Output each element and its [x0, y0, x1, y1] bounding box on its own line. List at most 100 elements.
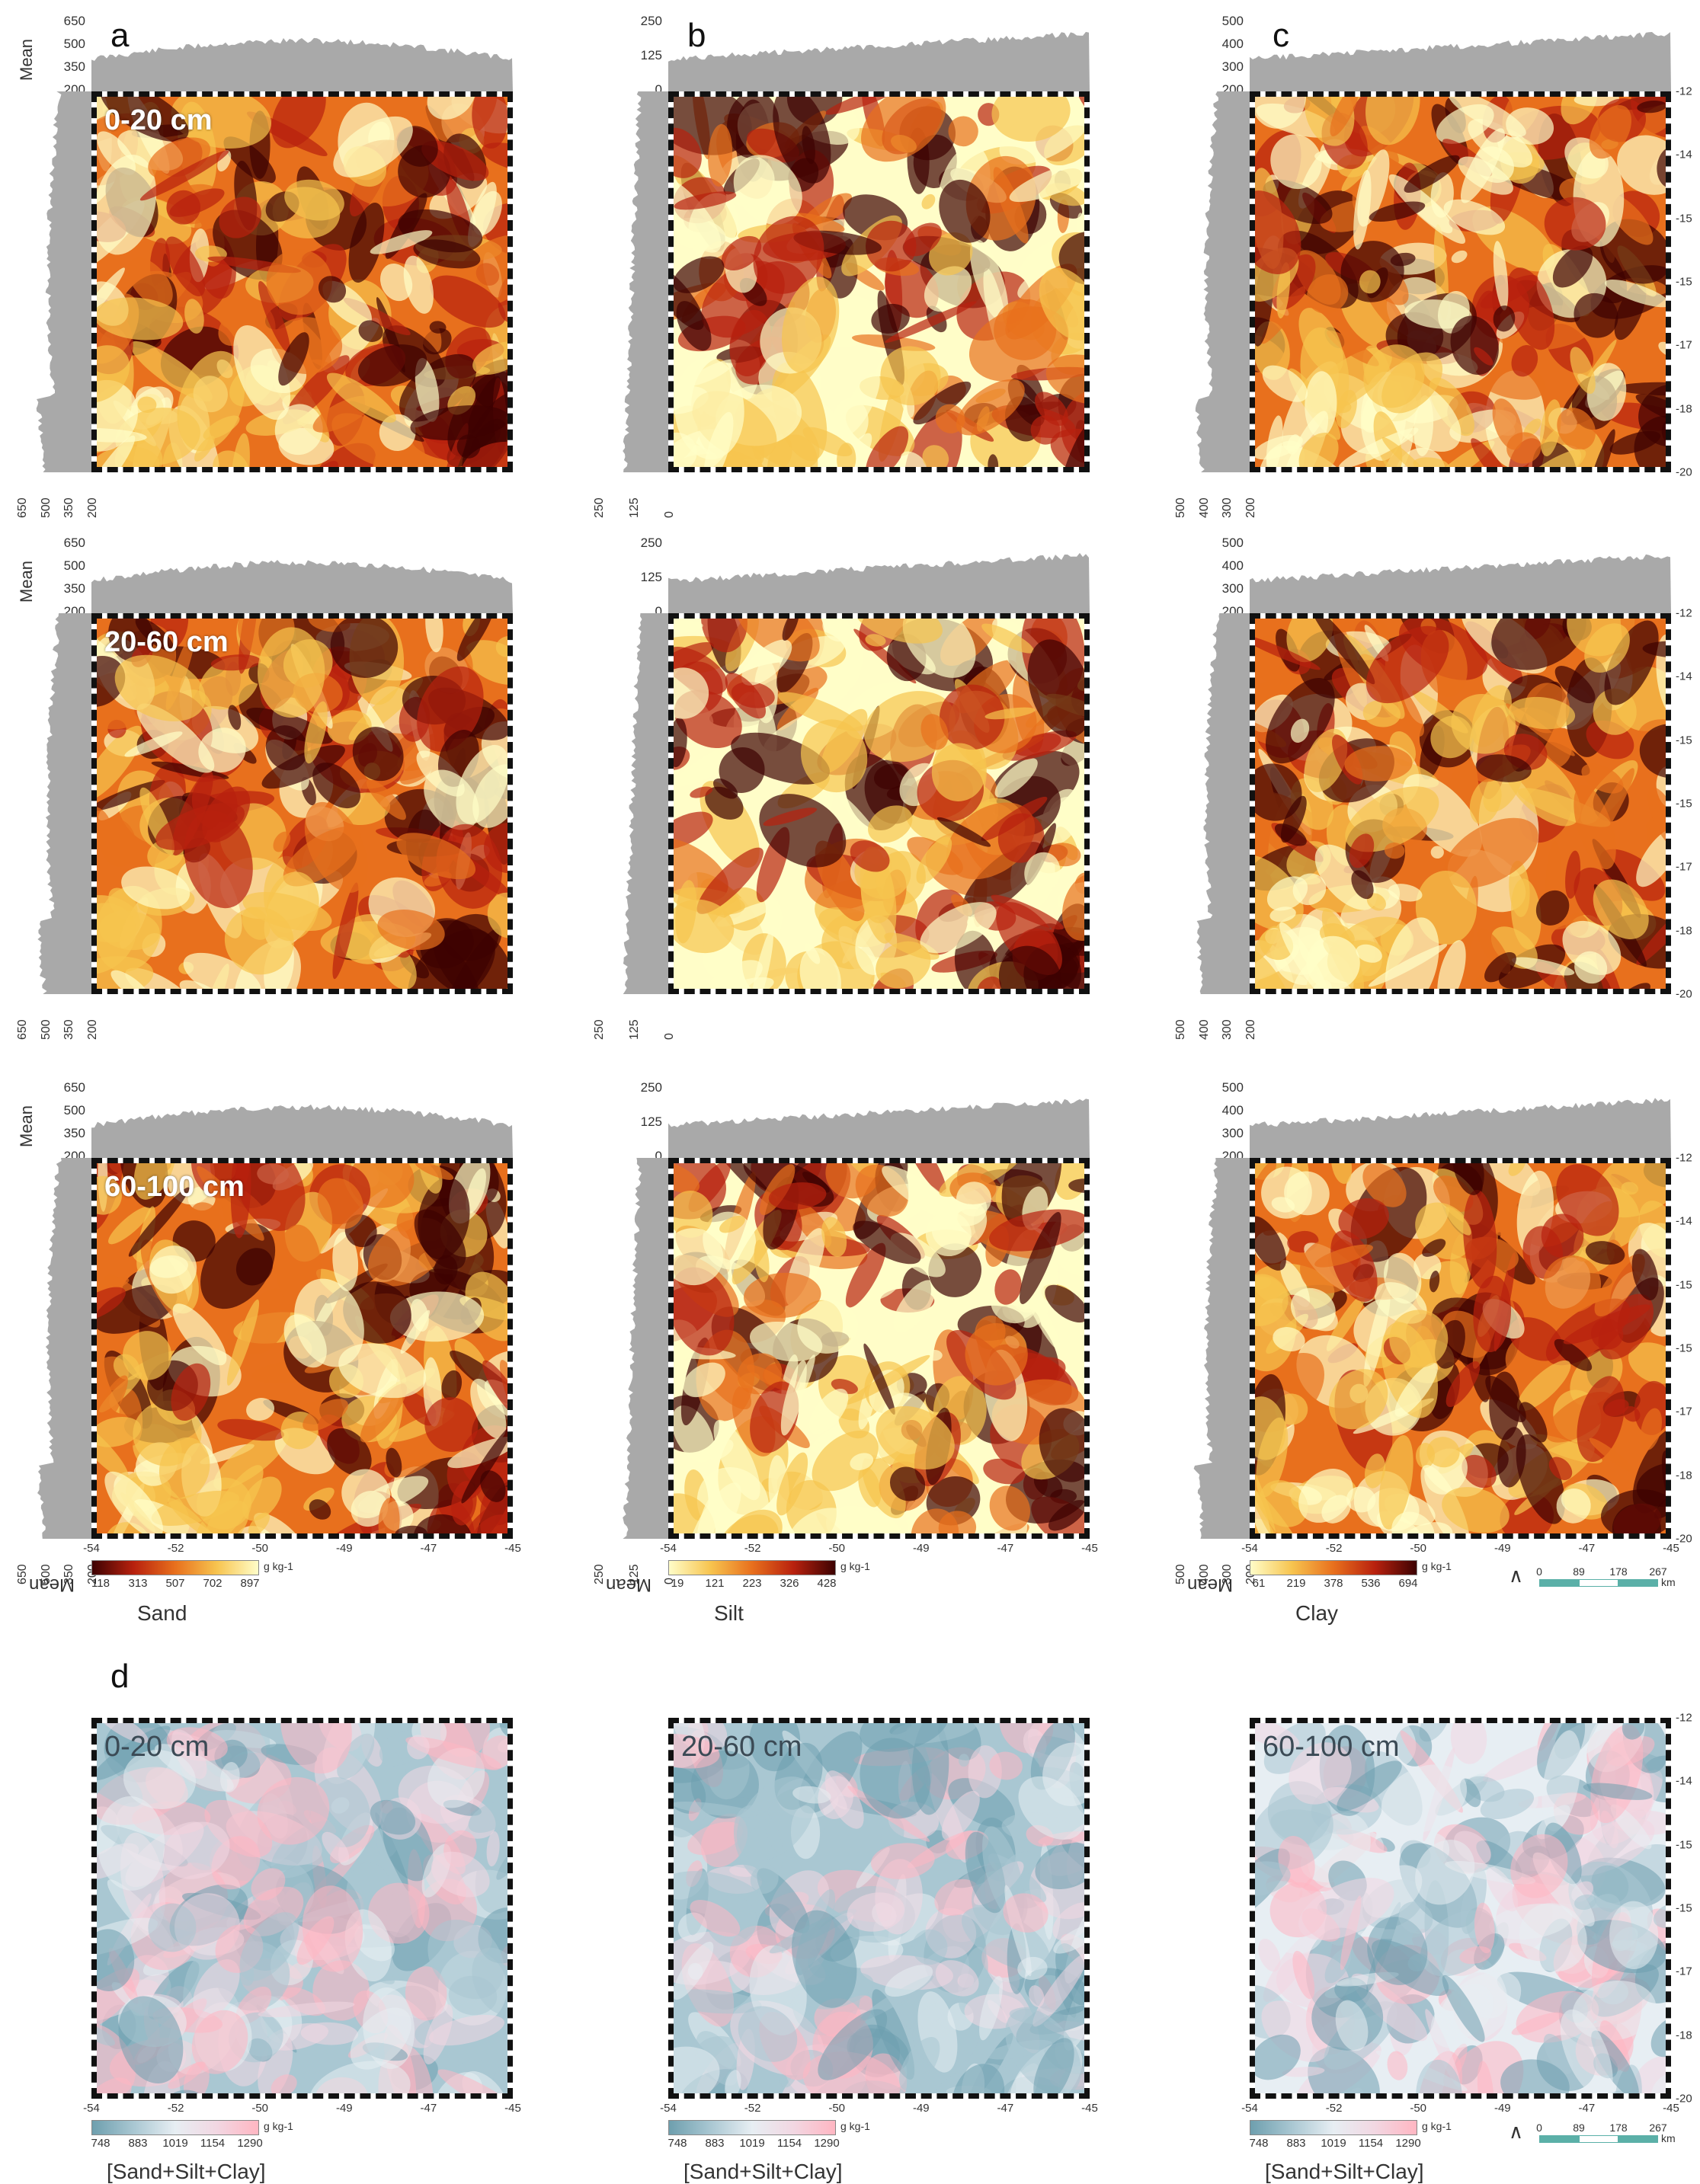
panel-letter-c: c	[1273, 17, 1289, 54]
axis-tick-label: 200	[86, 1019, 99, 1040]
axis-tick-label: 250	[593, 1564, 606, 1584]
lat-tick-label: -18	[1676, 2029, 1692, 2042]
lat-axis-2: -12 -14 -15 -15 -17 -18 -20	[1676, 1152, 1700, 1546]
lon-tick-label: -52	[167, 2102, 184, 2115]
legend-colorbar	[1250, 2120, 1417, 2135]
lat-tick-label: -18	[1676, 402, 1692, 416]
mean-axis-top-a-0: 650 500 350 200	[46, 14, 85, 97]
axis-tick-label: 500	[1174, 497, 1187, 518]
lon-tick-label: -54	[660, 2102, 677, 2115]
lat-tick-label: -12	[1676, 1711, 1692, 1725]
scalebar-ticks: 0 89 178 267	[1536, 2122, 1667, 2135]
legend-tick-label: 219	[1286, 1577, 1306, 1590]
scalebar-tick-label: 178	[1609, 1565, 1628, 1578]
scalebar-segment	[1618, 1579, 1658, 1587]
mean-axis-top-c-0: 500 400 300 200	[1204, 14, 1244, 97]
depth-label: 0-20 cm	[104, 1731, 210, 1763]
legend-tick-label: 883	[128, 2137, 148, 2150]
variable-name-d: [Sand+Silt+Clay]	[107, 2160, 266, 2183]
lon-tick-label: -49	[912, 1542, 930, 1555]
legend-ticks: 748 883 1019 1154 1290	[91, 2137, 263, 2152]
lat-tick-label: -15	[1676, 212, 1692, 225]
lon-tick-label: -45	[1081, 1542, 1098, 1555]
legend-ticks: 61 219 378 536 694	[1250, 1577, 1418, 1592]
lat-tick-label: -14	[1676, 1774, 1692, 1788]
variable-name-d: [Sand+Silt+Clay]	[1265, 2160, 1424, 2183]
map-silt-2	[668, 1158, 1090, 1539]
lon-tick-label: -47	[997, 2102, 1014, 2115]
axis-tick-label: 650	[63, 14, 85, 28]
legend-silt: g kg-1 19 121 223 326 428	[668, 1560, 870, 1594]
lat-tick-label: -15	[1676, 1341, 1692, 1355]
legend-unit: g kg-1	[840, 2120, 870, 2132]
legend-tick-label: 1290	[814, 2137, 840, 2150]
legend-ticks: 19 121 223 326 428	[668, 1577, 837, 1592]
lon-tick-label: -50	[828, 2102, 846, 2115]
mean-axis-top-c-2: 500 400 300 200	[1204, 1080, 1244, 1163]
legend-tick-label: 378	[1324, 1577, 1343, 1590]
mean-axis-title: Mean	[17, 1105, 36, 1147]
axis-tick-label: 0	[655, 1149, 662, 1163]
lon-tick-label: -54	[660, 1542, 677, 1555]
legend-tick-label: 883	[1286, 2137, 1306, 2150]
scalebar-segment	[1618, 2135, 1658, 2143]
axis-tick-label: 350	[63, 581, 85, 596]
lon-tick-label: -50	[251, 1542, 269, 1555]
axis-tick-label: 350	[62, 497, 76, 518]
legend-clay: g kg-1 61 219 378 536 694	[1250, 1560, 1452, 1594]
lat-axis-0: -12 -14 -15 -15 -17 -18 -20	[1676, 85, 1700, 479]
map-clay-2	[1250, 1158, 1671, 1539]
mean-axis-bottom-a-1: 650 500 350 200	[11, 1019, 99, 1086]
lon-tick-label: -45	[504, 1542, 521, 1555]
lon-axis-d-1: -54 -52 -50 -49 -47 -45	[660, 2102, 1098, 2117]
mean-profile-top-b-2	[668, 1086, 1090, 1158]
mean-profile-left-b-1	[596, 613, 668, 994]
legend-ticks: 118 313 507 702 897	[91, 1577, 259, 1592]
scalebar-bottom: ∧ 0 89 178 267 km	[1509, 2120, 1684, 2152]
legend-tick-label: 748	[1249, 2137, 1269, 2150]
lat-tick-label: -15	[1676, 275, 1692, 289]
axis-tick-label: 300	[1221, 59, 1244, 74]
axis-tick-label: 500	[1174, 1019, 1187, 1040]
axis-tick-label: 0	[655, 82, 662, 97]
lat-axis-1: -12 -14 -15 -15 -17 -18 -20	[1676, 607, 1700, 1001]
axis-tick-label: 300	[1221, 1019, 1234, 1040]
axis-tick-label: 125	[640, 570, 662, 584]
variable-name-d: [Sand+Silt+Clay]	[684, 2160, 843, 2183]
mean-profile-top-c-2	[1250, 1086, 1671, 1158]
lat-tick-label: -14	[1676, 148, 1692, 161]
lat-tick-label: -12	[1676, 1151, 1692, 1165]
scalebar-segment	[1539, 1579, 1579, 1587]
legend-ticks: 748 883 1019 1154 1290	[1249, 2137, 1420, 2152]
axis-tick-label: 650	[16, 1564, 29, 1584]
mean-profile-left-c-0	[1177, 91, 1250, 472]
legend-unit: g kg-1	[1422, 1560, 1452, 1572]
lon-tick-label: -45	[1081, 2102, 1098, 2115]
legend-tick-label: 1290	[237, 2137, 263, 2150]
legend-colorbar	[668, 2120, 836, 2135]
lon-tick-label: -47	[1578, 1542, 1596, 1555]
scalebar-tick-label: 0	[1536, 1565, 1542, 1578]
axis-tick-label: 400	[1197, 1019, 1211, 1040]
legend-unit: g kg-1	[1422, 2120, 1452, 2132]
lon-tick-label: -49	[335, 1542, 353, 1555]
lat-tick-label: -15	[1676, 734, 1692, 747]
lat-tick-label: -17	[1676, 1405, 1692, 1418]
legend-tick-label: 1019	[1321, 2137, 1346, 2150]
lon-tick-label: -47	[420, 2102, 437, 2115]
lon-tick-label: -45	[1663, 1542, 1679, 1555]
legend-unit: g kg-1	[840, 1560, 870, 1572]
axis-tick-label: 500	[1221, 14, 1244, 28]
axis-tick-label: 400	[1221, 37, 1244, 51]
scalebar-tick-label: 267	[1649, 2122, 1667, 2134]
legend-tick-label: 313	[128, 1577, 148, 1590]
lon-tick-label: -52	[167, 1542, 184, 1555]
lat-axis-d: -12 -14 -15 -15 -17 -18 -20	[1676, 1712, 1700, 2106]
mean-profile-left-c-2	[1177, 1158, 1250, 1539]
legend-unit: g kg-1	[264, 1560, 293, 1572]
map-sum-2: 60-100 cm	[1250, 1718, 1671, 2099]
scalebar-top: ∧ 0 89 178 267 km	[1509, 1564, 1684, 1596]
mean-profile-left-b-0	[596, 91, 668, 472]
scalebar-segment	[1539, 2135, 1579, 2143]
mean-axis-bottom-b-1: 250 125 0	[588, 1019, 676, 1086]
